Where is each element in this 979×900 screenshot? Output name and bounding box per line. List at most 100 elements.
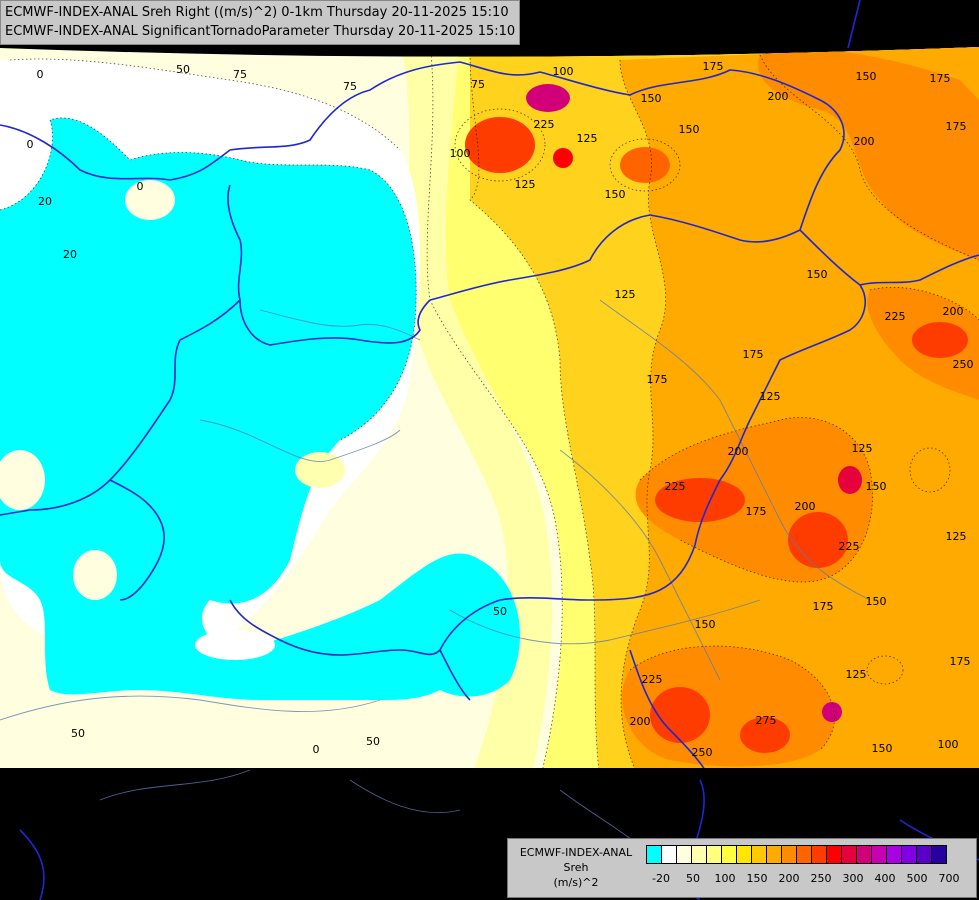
legend-tick-label: 100 [714,872,736,885]
contour-label: 125 [615,288,636,301]
contour-label: 125 [515,178,536,191]
legend-swatch [796,845,812,864]
contour-label: 200 [854,135,875,148]
field-red-core-3 [912,322,968,358]
contour-label: 250 [953,358,974,371]
legend-swatch [766,845,782,864]
field-darkorange-ne [758,49,979,260]
legend-ticks: -20 50 100 150 200 250 300 400 500 700 [646,872,976,890]
contour-label: 150 [641,92,662,105]
legend-swatch [826,845,842,864]
legend-tick-label: 150 [746,872,768,885]
field-red-core-8 [838,466,862,494]
contour-label: 175 [813,600,834,613]
contour-label: 200 [630,715,651,728]
contour-label: 200 [768,90,789,103]
legend-swatch [661,845,677,864]
field-red-core-6 [465,117,535,173]
contour-label: 75 [471,78,485,91]
contour-label: 50 [176,63,190,76]
legend-swatch [871,845,887,864]
field-lightyellow [400,47,553,768]
legend-swatch [736,845,752,864]
contour-label: 0 [313,743,320,756]
field-red-core-4 [650,687,710,743]
field-white-hole-2 [73,550,117,600]
contour-label: 150 [872,742,893,755]
field-red-core-10 [526,84,570,112]
contour-label: 125 [846,668,867,681]
contour-lines [0,47,979,768]
contour-label: 125 [760,390,781,403]
legend-parameter: Sreh [563,861,589,874]
legend-swatch [781,845,797,864]
contour-label: 175 [743,348,764,361]
legend-tick-label: 50 [686,872,700,885]
contour-label: 200 [943,305,964,318]
contour-label: 100 [553,65,574,78]
field-orange [620,47,979,768]
contour-label: 100 [938,738,959,751]
contour-label: 50 [493,605,507,618]
contour-label: 175 [647,373,668,386]
contour-label: 200 [795,500,816,513]
field-red-core-9 [822,702,842,722]
contour-label: 150 [679,123,700,136]
contour-label: 0 [37,68,44,81]
contour-label: 0 [27,138,34,151]
contour-label: 175 [703,60,724,73]
legend-tick-label: 500 [906,872,928,885]
legend-tick-label: 700 [938,872,960,885]
contour-label: 150 [856,70,877,83]
contour-label: 50 [366,735,380,748]
field-red-core-5 [740,717,790,753]
legend-swatch [646,845,662,864]
contour-label: 125 [577,132,598,145]
legend-swatch [856,845,872,864]
country-borders [0,61,979,768]
contour-label: 150 [695,618,716,631]
legend-swatch [691,845,707,864]
contour-label: 175 [930,72,951,85]
contour-label: 175 [746,505,767,518]
legend-swatch [706,845,722,864]
legend-swatch [841,845,857,864]
legend-swatch [811,845,827,864]
legend-tick-label: 200 [778,872,800,885]
contour-label: 125 [946,530,967,543]
contour-label: 50 [71,727,85,740]
contour-label: 175 [946,120,967,133]
contour-label: 125 [852,442,873,455]
contour-label: 225 [534,118,555,131]
legend-swatch [931,845,947,864]
contour-label: 0 [137,180,144,193]
legend-swatch [751,845,767,864]
field-white-hole-4 [0,450,45,510]
field-white-hole-5 [125,180,175,220]
legend-swatch [676,845,692,864]
contour-label: 20 [63,248,77,261]
field-cyan-west [0,118,520,701]
field-red-core-11 [553,148,573,168]
contour-label: 175 [950,655,971,668]
contour-label: 20 [38,195,52,208]
contour-label: 225 [642,673,663,686]
contour-label: 75 [343,80,357,93]
legend-tick-label: 300 [842,872,864,885]
contour-label: 150 [866,480,887,493]
legend-swatches [646,845,947,864]
title-line-1: ECMWF-INDEX-ANAL Sreh Right ((m/s)^2) 0-… [5,5,509,20]
legend-unit: (m/s)^2 [553,876,599,889]
title-box: ECMWF-INDEX-ANAL Sreh Right ((m/s)^2) 0-… [0,0,521,45]
field-red-core-1 [655,478,745,522]
legend-model: ECMWF-INDEX-ANAL [519,846,633,859]
legend-swatch [721,845,737,864]
contour-label: 150 [866,595,887,608]
legend-swatch [901,845,917,864]
contour-label: 275 [756,714,777,727]
contour-label: 75 [233,68,247,81]
legend-tick-label: 400 [874,872,896,885]
